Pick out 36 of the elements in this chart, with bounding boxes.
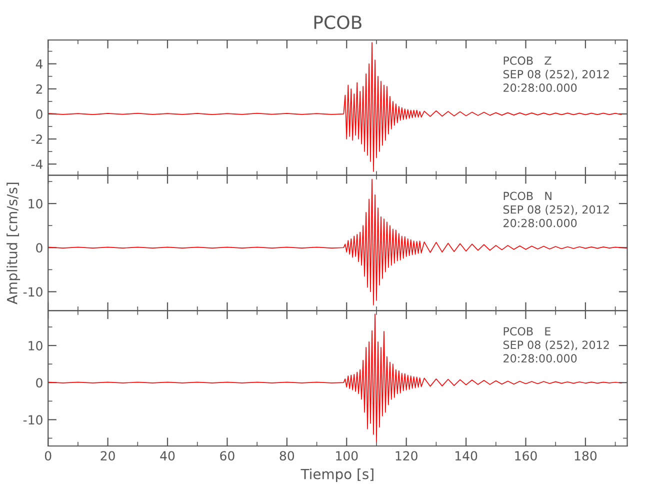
x-tick-label: 20 — [100, 451, 115, 461]
y-tick-label: -10 — [23, 415, 42, 425]
y-tick-label: 0 — [36, 109, 42, 119]
annotation: PCOB E — [504, 327, 550, 336]
line-series — [48, 314, 622, 442]
annotation: SEP 08 (252), 2012 — [503, 70, 609, 80]
y-tick-label: -4 — [31, 160, 43, 169]
x-tick-label: 60 — [220, 451, 234, 461]
annotation: 20:28:00.000 — [504, 218, 577, 228]
x-tick-label: 160 — [515, 451, 537, 461]
x-tick-label: 40 — [160, 451, 175, 461]
y-tick-label: 10 — [28, 340, 42, 350]
y-axis-title: Amplitud [cm/s/s] — [6, 182, 20, 304]
annotation: SEP 08 (252), 2012 — [503, 340, 609, 350]
x-tick-label: 180 — [574, 451, 597, 461]
y-tick-label: -10 — [23, 287, 42, 297]
annotation: PCOB N — [504, 192, 552, 200]
annotation: PCOB Z — [504, 56, 552, 65]
y-tick-label: 10 — [28, 199, 42, 208]
annotation: SEP 08 (252), 2012 — [503, 205, 609, 216]
x-tick-label: 100 — [336, 451, 358, 461]
x-tick-label: 80 — [280, 451, 294, 461]
x-tick-label: 120 — [396, 451, 418, 461]
y-tick-label: 0 — [36, 378, 42, 388]
annotation: 20:28:00.000 — [504, 354, 577, 363]
line-series — [48, 42, 622, 172]
chart-title: PCOB — [314, 15, 362, 30]
line-series — [48, 178, 628, 306]
y-tick-label: 0 — [36, 243, 42, 253]
y-tick-label: -2 — [31, 134, 42, 144]
y-tick-label: 4 — [36, 59, 43, 69]
x-axis-title: Tiempo [s] — [300, 468, 374, 482]
annotation: 20:28:00.000 — [504, 84, 577, 92]
x-tick-label: 140 — [455, 451, 478, 461]
y-tick-label: 2 — [36, 84, 42, 94]
x-tick-label: 0 — [44, 451, 52, 461]
